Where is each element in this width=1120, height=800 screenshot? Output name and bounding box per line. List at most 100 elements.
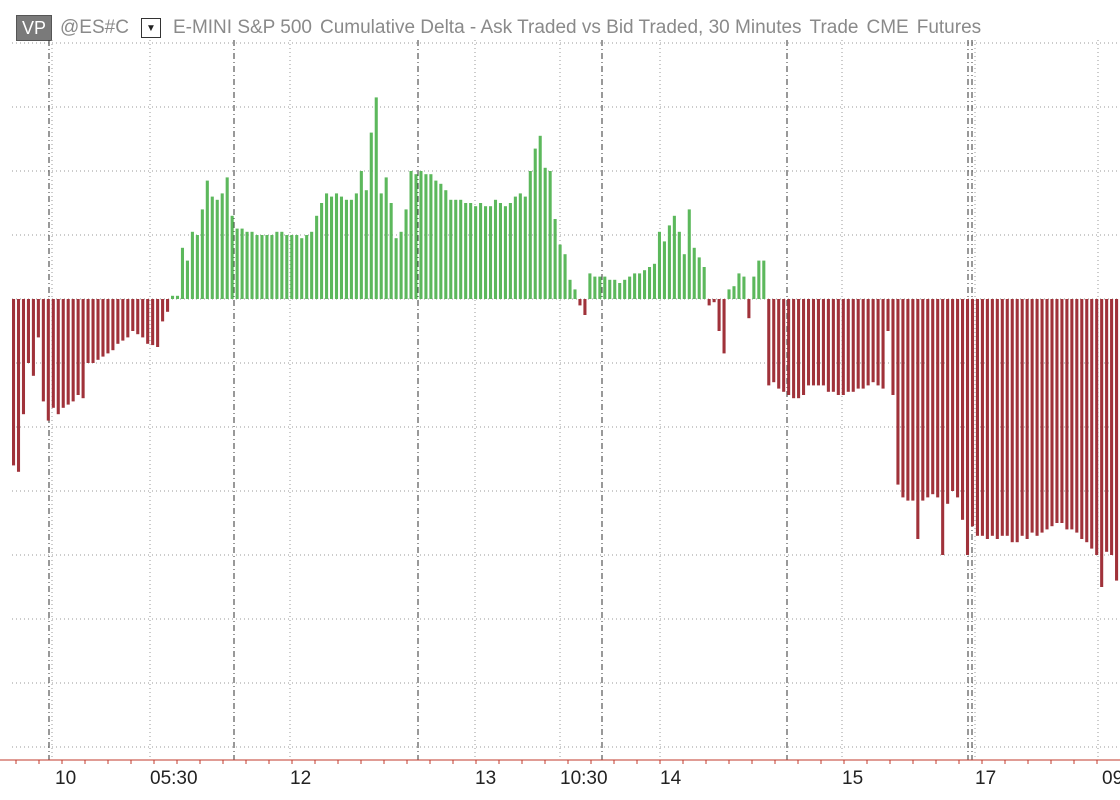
delta-bar: [21, 299, 26, 415]
delta-bar: [846, 299, 850, 392]
delta-bar: [96, 299, 100, 360]
delta-bar: [354, 193, 358, 299]
x-tick-label: 10: [55, 768, 76, 789]
delta-bar: [727, 289, 731, 299]
delta-bar: [628, 276, 632, 299]
delta-bar: [31, 299, 35, 376]
delta-bar: [866, 299, 870, 386]
delta-bar: [389, 203, 393, 299]
delta-bar: [518, 193, 522, 299]
delta-bar: [414, 174, 418, 299]
delta-bar: [652, 263, 657, 299]
delta-bar: [300, 238, 304, 299]
delta-bar: [722, 299, 726, 354]
delta-bar: [379, 193, 383, 299]
delta-bar: [260, 235, 264, 299]
delta-bar: [975, 299, 979, 536]
delta-bar: [449, 199, 453, 299]
delta-bar: [498, 203, 502, 299]
x-tick-label: 14: [660, 768, 682, 789]
delta-bar: [334, 193, 339, 299]
delta-bar: [265, 235, 269, 299]
delta-bar: [588, 273, 592, 299]
delta-bar: [1100, 299, 1104, 587]
delta-bar: [444, 190, 448, 299]
delta-bar: [409, 171, 413, 299]
delta-bar: [66, 299, 70, 405]
delta-bar: [484, 206, 488, 299]
delta-bar: [990, 299, 994, 536]
delta-bar: [290, 235, 294, 299]
delta-bar: [896, 299, 900, 485]
delta-bar: [737, 273, 741, 299]
delta-bar: [687, 209, 691, 299]
delta-bar: [782, 299, 786, 392]
delta-bar: [305, 235, 309, 299]
delta-bar: [916, 299, 920, 539]
delta-bar: [667, 225, 671, 299]
delta-bar: [806, 299, 811, 386]
delta-bar: [762, 260, 766, 299]
delta-bar: [876, 299, 880, 386]
delta-bar: [51, 299, 55, 408]
delta-bar: [1050, 299, 1054, 527]
vp-badge[interactable]: VP: [16, 15, 53, 41]
delta-bar: [56, 299, 60, 415]
time-axis: 10 05:30 12 13 10:30 14 15 17 09: [0, 759, 1120, 789]
delta-bar: [921, 299, 925, 501]
delta-bar: [131, 299, 135, 331]
delta-bar: [513, 196, 517, 299]
delta-bar: [613, 279, 617, 299]
delta-bar: [1080, 299, 1084, 539]
delta-bar: [429, 174, 433, 299]
delta-bar: [344, 199, 348, 299]
delta-bar: [926, 299, 930, 498]
delta-bar: [941, 299, 945, 555]
delta-bar: [315, 215, 319, 299]
delta-bar: [672, 215, 676, 299]
delta-bar: [61, 299, 65, 408]
delta-bar: [931, 299, 935, 495]
delta-bar: [230, 215, 234, 299]
delta-bar: [215, 199, 219, 299]
delta-bar: [712, 299, 716, 303]
delta-bar: [757, 260, 761, 299]
delta-bar: [399, 231, 403, 299]
delta-bar: [836, 299, 840, 395]
delta-bar: [583, 299, 587, 315]
delta-bar: [166, 299, 170, 312]
delta-bar: [205, 180, 209, 299]
delta-bar: [171, 295, 175, 299]
delta-bar: [459, 199, 463, 299]
delta-bar: [608, 279, 612, 299]
delta-bar: [772, 299, 776, 383]
delta-bar: [339, 196, 344, 299]
delta-bar: [81, 299, 85, 399]
delta-bar: [46, 299, 50, 421]
delta-bar: [523, 196, 527, 299]
delta-bar: [116, 299, 120, 344]
delta-bar: [1005, 299, 1009, 536]
delta-bar: [692, 247, 696, 299]
delta-bar: [180, 247, 185, 299]
delta-bar: [1035, 299, 1039, 536]
delta-bar: [951, 299, 955, 491]
delta-bar: [657, 231, 661, 299]
delta-bar: [548, 171, 552, 299]
delta-bar: [508, 203, 512, 299]
instrument-title: E-MINI S&P 500: [172, 17, 312, 38]
delta-bar: [275, 231, 279, 299]
delta-bar: [349, 199, 353, 299]
delta-bar: [861, 299, 865, 389]
delta-bar: [702, 267, 706, 299]
delta-bar: [752, 276, 756, 299]
delta-bar: [970, 299, 975, 527]
delta-bar: [71, 299, 75, 402]
delta-bar: [359, 171, 363, 299]
delta-bar: [593, 276, 597, 299]
delta-bar: [1110, 299, 1114, 555]
delta-bar: [493, 199, 498, 299]
x-tick-label: 17: [975, 768, 996, 789]
caret-down-icon[interactable]: ▼: [140, 18, 161, 38]
